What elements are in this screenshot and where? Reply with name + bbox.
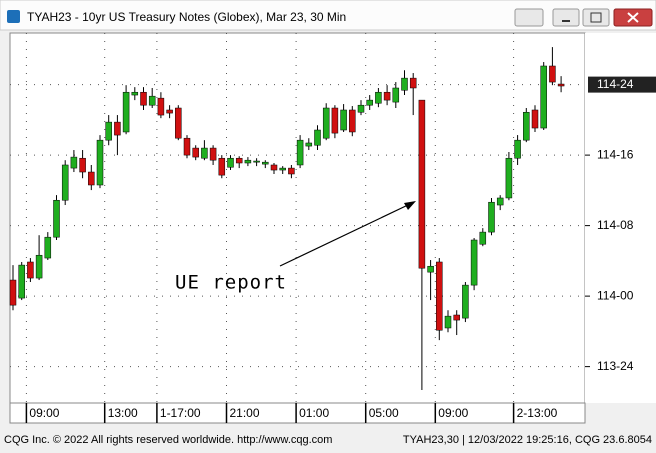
candle-body (436, 261, 443, 331)
candle-body (514, 139, 521, 159)
price-axis (585, 33, 656, 403)
candle-body (44, 236, 52, 259)
candle-body (314, 129, 321, 146)
candle-body (262, 161, 269, 165)
annotation: UE report (175, 272, 287, 294)
app-icon (7, 10, 20, 23)
x-tick-label: 2-13:00 (517, 406, 558, 420)
y-tick-label: 113-24 (597, 359, 634, 373)
candle-body (462, 284, 469, 319)
candle-body (96, 139, 104, 186)
candle-body (253, 160, 260, 163)
candle-body (496, 197, 504, 206)
candle-body (201, 147, 208, 159)
footer-right: TYAH23,30 | 12/03/2022 19:25:16, CQG 23.… (403, 434, 652, 446)
candle-body (375, 91, 382, 104)
title-bar (0, 0, 656, 31)
x-tick-label: 01:00 (299, 406, 329, 420)
candle-body (70, 156, 78, 169)
y-tick-label: 114-00 (597, 288, 634, 302)
x-tick-label: 09:00 (29, 406, 59, 420)
candle-body (383, 91, 391, 101)
candle-body (549, 65, 556, 83)
candle-body (148, 95, 156, 106)
candle-body (349, 109, 356, 133)
candle-body (27, 261, 34, 279)
x-tick-label: 13:00 (108, 406, 138, 420)
window-title: TYAH23 - 10yr US Treasury Notes (Globex)… (27, 10, 346, 24)
candle-body (79, 157, 86, 173)
candle-body (105, 121, 112, 141)
candle-body (557, 83, 565, 87)
x-tick-label: 09:00 (438, 406, 468, 420)
annotation-arrow (279, 203, 411, 267)
candle-body (122, 91, 130, 133)
candle-body (479, 231, 487, 245)
arrow-head (404, 201, 416, 210)
last-price-label: 114-24 (597, 77, 634, 91)
candle-body (157, 97, 165, 116)
candle-body (392, 87, 400, 103)
candle-body (114, 121, 121, 136)
candle-body (288, 167, 295, 175)
candle-body (35, 254, 43, 279)
candle-body (209, 147, 217, 161)
maximize-button[interactable] (582, 8, 610, 27)
plot-area (9, 32, 586, 404)
candle-body (296, 139, 304, 166)
candle-body (488, 201, 495, 233)
candle-body (418, 99, 426, 269)
candle-body (183, 137, 191, 156)
candle-body (53, 199, 60, 238)
candle-body (505, 157, 513, 199)
x-tick-label: 21:00 (230, 406, 260, 420)
minimize-button[interactable] (552, 8, 580, 27)
candle-body (531, 109, 539, 129)
candle-body (427, 265, 434, 273)
candle-body (453, 314, 460, 321)
candle-body (366, 99, 373, 106)
time-axis (9, 402, 586, 424)
candle-body (235, 157, 243, 164)
link-button[interactable] (514, 8, 544, 27)
candle-body (131, 91, 139, 96)
candle-body (227, 157, 234, 168)
candle-body (357, 104, 365, 113)
candle-body (61, 164, 69, 201)
candle-body (523, 111, 530, 141)
candle-body (140, 91, 147, 106)
candle-body (175, 107, 182, 139)
y-tick-label: 114-16 (597, 147, 634, 161)
candle-body (218, 157, 226, 176)
candle-body (322, 107, 330, 139)
candle-body (340, 109, 347, 131)
candle-body (540, 65, 547, 129)
y-tick-label: 114-08 (597, 218, 634, 232)
candle-body (444, 315, 452, 329)
footer-left: CQG Inc. © 2022 All rights reserved worl… (4, 434, 332, 446)
candle-body (270, 164, 278, 171)
candle-body (9, 279, 17, 306)
close-icon (627, 12, 639, 23)
x-tick-label: 1-17:00 (160, 406, 201, 420)
candle-body (18, 264, 25, 299)
candle-body (166, 109, 173, 114)
last-price-box (588, 76, 656, 93)
x-tick-label: 05:00 (369, 406, 399, 420)
candle-body (470, 239, 478, 286)
candle-body (409, 77, 417, 89)
candle-body (401, 77, 408, 91)
candle-body (279, 167, 286, 171)
maximize-icon (590, 12, 602, 23)
candle-body (331, 107, 339, 134)
candle-body (305, 142, 313, 147)
candle-body (244, 159, 252, 164)
candle-body (192, 147, 199, 158)
candle-body (88, 171, 95, 186)
